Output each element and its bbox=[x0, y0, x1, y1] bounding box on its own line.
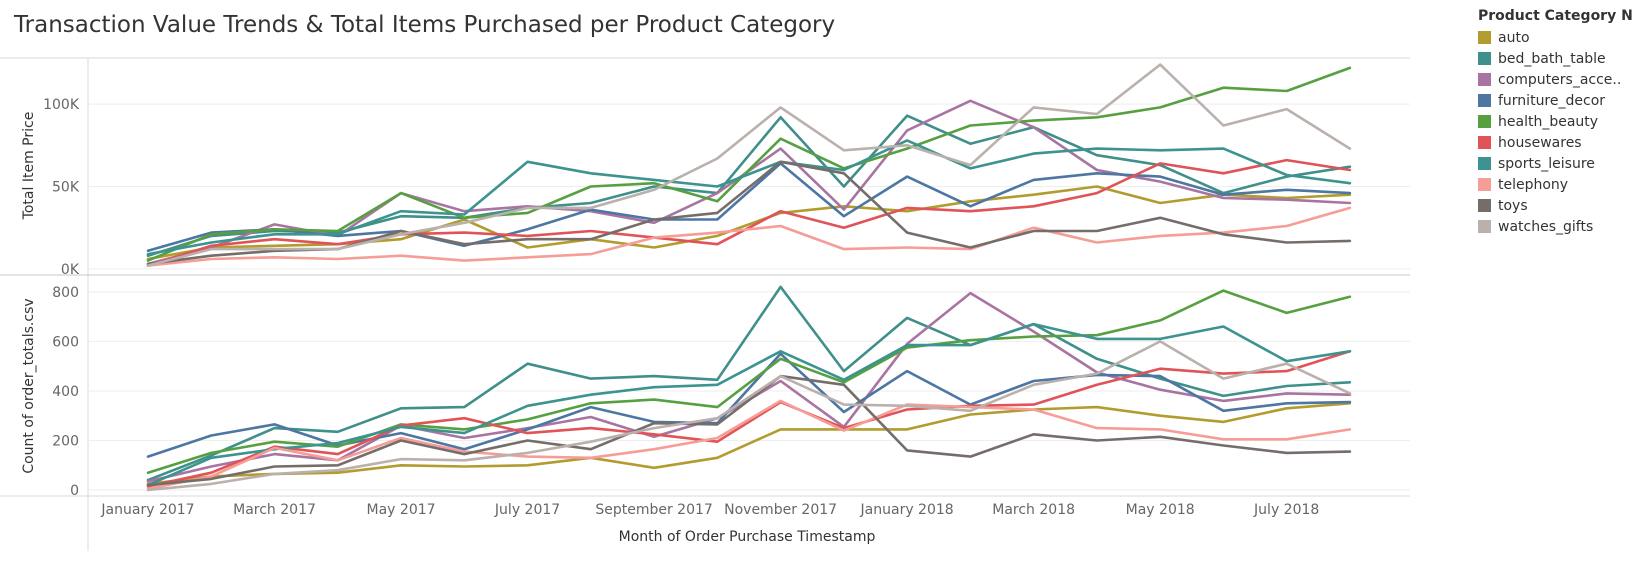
legend-swatch bbox=[1478, 115, 1491, 128]
x-tick-label: March 2017 bbox=[233, 502, 316, 518]
y-axis-label: Total Item Price bbox=[21, 112, 37, 221]
y-tick-label: 0 bbox=[70, 483, 79, 499]
legend-label: auto bbox=[1498, 29, 1530, 46]
legend-label: telephony bbox=[1498, 176, 1569, 193]
legend-item[interactable]: watches_gifts bbox=[1478, 216, 1628, 237]
legend-item[interactable]: auto bbox=[1478, 27, 1628, 48]
order-count-panel: 0 200 400 600 800 Count of order_totals.csv bbox=[21, 285, 1410, 499]
y-tick-label: 400 bbox=[52, 384, 79, 400]
legend-swatch bbox=[1478, 220, 1491, 233]
legend-label: housewares bbox=[1498, 134, 1582, 151]
y-tick-label: 200 bbox=[52, 434, 79, 450]
y-tick-label: 0K bbox=[61, 262, 80, 278]
legend-label: furniture_decor bbox=[1498, 92, 1606, 109]
series-line-furniture_decor[interactable] bbox=[146, 162, 1352, 253]
series-line-sports_leisure[interactable] bbox=[146, 139, 1352, 256]
series-line-watches_gifts[interactable] bbox=[146, 340, 1352, 492]
series-line-telephony[interactable] bbox=[146, 399, 1352, 491]
legend-item[interactable]: computers_acce.. bbox=[1478, 69, 1628, 90]
x-tick-label: September 2017 bbox=[595, 502, 712, 518]
chart-title: Transaction Value Trends & Total Items P… bbox=[14, 12, 836, 38]
legend-swatch bbox=[1478, 199, 1491, 212]
x-tick-label: May 2017 bbox=[367, 502, 436, 518]
x-tick-label: January 2017 bbox=[100, 502, 194, 518]
series-line-computers_accessories[interactable] bbox=[146, 99, 1352, 266]
legend-swatch bbox=[1478, 178, 1491, 191]
x-tick-label: January 2018 bbox=[860, 502, 954, 518]
legend-label: health_beauty bbox=[1498, 113, 1599, 130]
legend-label: toys bbox=[1498, 197, 1528, 214]
x-axis-label: Month of Order Purchase Timestamp bbox=[619, 529, 876, 545]
legend-item[interactable]: furniture_decor bbox=[1478, 90, 1628, 111]
series-line-sports_leisure[interactable] bbox=[146, 322, 1352, 487]
series-line-health_beauty[interactable] bbox=[146, 66, 1352, 262]
series-line-auto[interactable] bbox=[146, 401, 1352, 486]
series-line-housewares[interactable] bbox=[146, 349, 1352, 488]
legend-swatch bbox=[1478, 31, 1491, 44]
y-axis-label: Count of order_totals.csv bbox=[21, 298, 37, 473]
legend-title: Product Category N.. bbox=[1478, 8, 1633, 24]
x-tick-label: July 2017 bbox=[494, 502, 560, 518]
legend-label: watches_gifts bbox=[1498, 218, 1594, 235]
legend-item[interactable]: sports_leisure bbox=[1478, 153, 1628, 174]
series-line-housewares[interactable] bbox=[146, 158, 1352, 267]
legend-swatch bbox=[1478, 94, 1491, 107]
y-tick-label: 100K bbox=[43, 97, 80, 113]
y-tick-label: 50K bbox=[52, 180, 80, 196]
legend-item[interactable]: housewares bbox=[1478, 132, 1628, 153]
legend-label: sports_leisure bbox=[1498, 155, 1595, 172]
total-item-price-panel: 0K 50K 100K Total Item Price bbox=[21, 63, 1410, 278]
x-tick-label: July 2018 bbox=[1253, 502, 1319, 518]
series-line-telephony[interactable] bbox=[146, 206, 1352, 267]
legend-item[interactable]: bed_bath_table bbox=[1478, 48, 1628, 69]
legend-swatch bbox=[1478, 52, 1491, 65]
legend-label: computers_acce.. bbox=[1498, 71, 1622, 88]
legend-label: bed_bath_table bbox=[1498, 50, 1606, 67]
x-axis: January 2017 March 2017 May 2017 July 2017 S… bbox=[100, 502, 1319, 545]
x-tick-label: November 2017 bbox=[724, 502, 837, 518]
y-tick-label: 600 bbox=[52, 334, 79, 350]
x-tick-label: May 2018 bbox=[1126, 502, 1195, 518]
legend-item[interactable]: toys bbox=[1478, 195, 1628, 216]
line-charts: 0K 50K 100K Total Item Price 0 200 400 600 800 C… bbox=[0, 57, 1410, 551]
series-line-watches_gifts[interactable] bbox=[146, 63, 1352, 267]
series-line-toys[interactable] bbox=[146, 374, 1352, 487]
legend-item[interactable]: health_beauty bbox=[1478, 111, 1628, 132]
y-tick-label: 800 bbox=[52, 285, 79, 301]
x-tick-label: March 2018 bbox=[992, 502, 1075, 518]
legend-item[interactable]: telephony bbox=[1478, 174, 1628, 195]
legend-swatch bbox=[1478, 136, 1491, 149]
legend-swatch bbox=[1478, 73, 1491, 86]
series-line-health_beauty[interactable] bbox=[146, 289, 1352, 475]
legend-swatch bbox=[1478, 157, 1491, 170]
